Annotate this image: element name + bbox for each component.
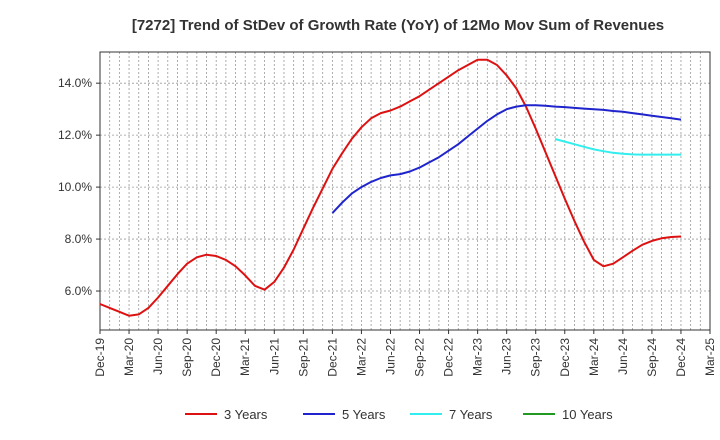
- x-tick-label: Sep-22: [413, 338, 427, 377]
- legend: 3 Years 5 Years 7 Years 10 Years: [185, 407, 613, 422]
- x-tick-label: Sep-23: [529, 338, 543, 377]
- x-tick-label: Dec-19: [93, 338, 107, 377]
- legend-label-5-years: 5 Years: [342, 407, 386, 422]
- y-tick-label: 6.0%: [65, 284, 93, 298]
- y-tick-label: 10.0%: [58, 180, 92, 194]
- x-tick-label: Sep-24: [645, 338, 659, 377]
- y-tick-label: 8.0%: [65, 232, 93, 246]
- legend-label-10-years: 10 Years: [562, 407, 613, 422]
- legend-label-3-years: 3 Years: [224, 407, 268, 422]
- x-tick-label: Jun-21: [267, 338, 281, 375]
- x-axis: Dec-19 Mar-20 Jun-20 Sep-20 Dec-20 Mar-21 Jun-…: [93, 330, 717, 377]
- x-tick-label: Dec-23: [558, 338, 572, 377]
- series-line-5-years: [331, 104, 682, 214]
- x-tick-label: Mar-22: [354, 338, 368, 376]
- y-tick-label: 14.0%: [58, 76, 92, 90]
- plot-frame: [99, 51, 711, 331]
- chart-title: [7272] Trend of StDev of Growth Rate (Yo…: [132, 17, 664, 34]
- x-tick-label: Mar-24: [587, 338, 601, 376]
- y-tick-label: 12.0%: [58, 128, 92, 142]
- x-tick-label: Jun-24: [616, 338, 630, 375]
- x-tick-label: Jun-23: [500, 338, 514, 375]
- x-tick-label: Dec-24: [674, 338, 688, 377]
- grid: [100, 52, 710, 330]
- series-line-3-years: [99, 58, 682, 317]
- series-line-7-years: [554, 138, 681, 156]
- y-axis: 6.0% 8.0% 10.0% 12.0% 14.0%: [58, 76, 100, 298]
- x-tick-label: Dec-21: [325, 338, 339, 377]
- x-tick-label: Jun-22: [383, 338, 397, 375]
- x-tick-label: Mar-20: [122, 338, 136, 376]
- x-tick-label: Dec-20: [209, 338, 223, 377]
- x-tick-label: Dec-22: [442, 338, 456, 377]
- x-tick-label: Sep-21: [296, 338, 310, 377]
- x-tick-label: Mar-23: [471, 338, 485, 376]
- x-tick-label: Mar-25: [703, 338, 717, 376]
- series-lines: [99, 58, 682, 317]
- x-tick-label: Sep-20: [180, 338, 194, 377]
- x-tick-label: Mar-21: [238, 338, 252, 376]
- legend-label-7-years: 7 Years: [449, 407, 493, 422]
- x-tick-label: Jun-20: [151, 338, 165, 375]
